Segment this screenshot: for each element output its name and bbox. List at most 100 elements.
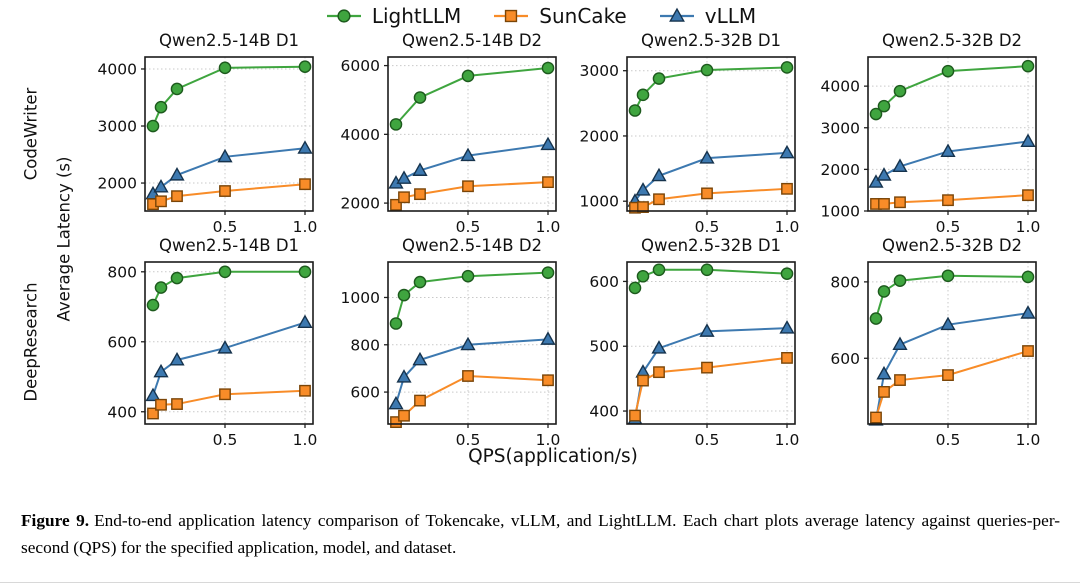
marker-vLLM: [412, 351, 428, 366]
axes-frame: [387, 261, 557, 425]
marker-LightLLM: [877, 285, 891, 298]
marker-LightLLM: [941, 64, 955, 78]
marker-vLLM: [940, 316, 956, 331]
marker-LightLLM: [1021, 270, 1035, 284]
marker-vLLM: [876, 167, 892, 181]
y-tick-label: 1000: [341, 289, 380, 307]
marker-vLLM: [1020, 305, 1036, 319]
marker-LightLLM: [700, 63, 714, 77]
subplot-title: Qwen2.5-32B D2: [881, 31, 1023, 50]
marker-SunCake: [878, 198, 890, 210]
y-tick-label: 600: [350, 384, 380, 402]
legend-label: LightLLM: [371, 4, 462, 28]
marker-LightLLM: [780, 61, 794, 74]
marker-SunCake: [171, 398, 183, 410]
marker-SunCake: [299, 384, 311, 397]
triangle-marker-icon: [659, 7, 694, 22]
x-tick-label: 1.0: [536, 431, 561, 449]
marker-vLLM: [297, 314, 313, 329]
marker-SunCake: [629, 409, 641, 422]
marker-LightLLM: [146, 298, 160, 312]
subplot-title: Qwen2.5-32B D1: [640, 31, 782, 50]
marker-SunCake: [390, 416, 402, 429]
plot-background: [868, 262, 1036, 424]
axes-frame: [867, 261, 1037, 425]
marker-vLLM: [169, 351, 185, 366]
marker-LightLLM: [893, 274, 907, 288]
x-tick-label: 1.0: [775, 218, 800, 236]
marker-SunCake: [219, 185, 231, 197]
marker-SunCake: [462, 180, 474, 193]
marker-SunCake: [219, 388, 231, 401]
plot-canvas: 1000 2000 3000 0.5 1.0: [580, 56, 800, 236]
y-tick-label: 2000: [341, 195, 380, 213]
y-tick-label: 2000: [821, 161, 860, 179]
marker-vLLM: [460, 336, 476, 351]
plot-background: [388, 262, 556, 424]
marker-LightLLM: [298, 60, 312, 73]
plot-canvas: 1000 2000 3000 4000 0.5 1.0: [821, 56, 1040, 236]
marker-LightLLM: [628, 281, 642, 295]
marker-LightLLM: [170, 271, 184, 285]
y-tick-label: 400: [589, 403, 619, 421]
row-label-deepresearch: DeepResearch: [21, 282, 41, 402]
axes-frame: [626, 56, 796, 212]
marker-LightLLM: [146, 119, 160, 133]
y-tick-label: 500: [589, 338, 619, 356]
y-axis-label: Average Latency (s): [54, 156, 74, 322]
plot-canvas: 600 800 0.5 1.0: [830, 261, 1040, 449]
marker-vLLM: [153, 179, 169, 193]
x-tick-label: 1.0: [293, 218, 318, 236]
y-tick-label: 2000: [580, 127, 619, 145]
x-tick-label: 0.5: [695, 218, 720, 236]
marker-vLLM: [460, 147, 476, 162]
plot-background: [868, 57, 1036, 211]
legend-label: SunCake: [539, 4, 627, 28]
marker-SunCake: [942, 369, 954, 381]
marker-vLLM: [668, 7, 685, 22]
marker-LightLLM: [893, 84, 907, 98]
x-axis-label: QPS(application/s): [468, 446, 638, 467]
marker-SunCake: [894, 196, 906, 209]
marker-SunCake: [414, 394, 426, 407]
axes-frame: [626, 261, 796, 425]
marker-LightLLM: [218, 61, 232, 75]
marker-SunCake: [1022, 345, 1034, 357]
marker-vLLM: [297, 140, 313, 154]
marker-vLLM: [779, 320, 795, 334]
marker-SunCake: [637, 201, 649, 213]
marker-LightLLM: [413, 275, 427, 289]
y-tick-label: 3000: [821, 119, 860, 137]
legend-item-suncake: SunCake: [491, 4, 627, 28]
marker-LightLLM: [298, 265, 312, 279]
marker-SunCake: [542, 374, 554, 387]
y-tick-label: 6000: [341, 57, 380, 75]
subplot-title: Qwen2.5-32B D2: [881, 236, 1023, 255]
marker-SunCake: [398, 409, 410, 422]
marker-vLLM: [396, 369, 412, 383]
marker-vLLM: [145, 387, 161, 402]
axes-frame: [144, 261, 314, 425]
marker-SunCake: [701, 361, 713, 374]
marker-SunCake: [701, 187, 713, 200]
marker-LightLLM: [461, 269, 475, 283]
legend-label: vLLM: [704, 4, 757, 28]
x-tick-label: 0.5: [213, 431, 238, 449]
marker-LightLLM: [652, 263, 666, 277]
y-tick-label: 800: [830, 273, 860, 291]
y-tick-label: 3000: [98, 118, 137, 136]
marker-vLLM: [1020, 133, 1036, 147]
plot-background: [627, 262, 795, 424]
marker-vLLM: [651, 340, 667, 354]
marker-vLLM: [396, 170, 412, 184]
subplot-title: Qwen2.5-32B D1: [640, 236, 782, 255]
marker-SunCake: [781, 352, 793, 364]
marker-LightLLM: [154, 281, 168, 294]
y-tick-label: 800: [107, 263, 137, 281]
marker-SunCake: [878, 386, 890, 398]
axes-frame: [867, 56, 1037, 212]
y-tick-label: 600: [589, 273, 619, 291]
x-tick-label: 1.0: [293, 431, 318, 449]
marker-vLLM: [217, 340, 233, 354]
plot-canvas: 2000 4000 6000 0.5 1.0: [341, 56, 560, 236]
